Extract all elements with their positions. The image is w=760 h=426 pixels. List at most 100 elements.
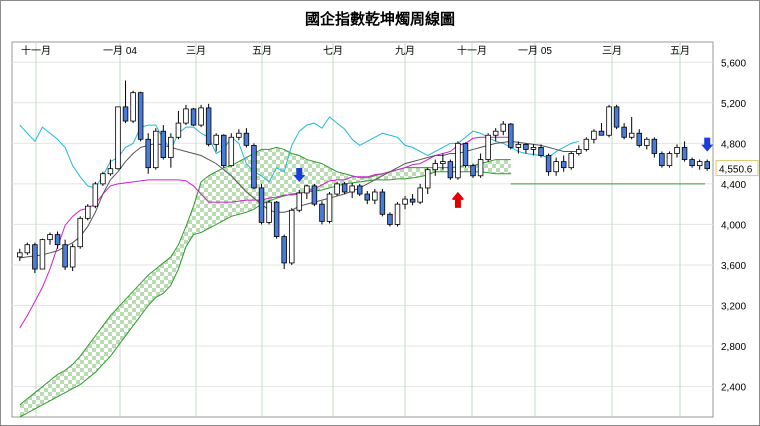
candle-body [107,168,114,175]
candle-body [183,108,189,124]
candle [417,183,423,205]
candle-body [304,185,310,194]
x-tick-label: 十一月 [457,44,487,57]
candle [598,123,605,136]
candle [153,128,159,170]
candle [621,123,627,140]
candle [455,141,461,180]
y-tick-label: 3,600 [721,261,746,272]
candle [205,103,212,147]
candle-body [160,130,167,158]
candle-body [205,107,212,145]
candle-body [568,153,574,169]
candle [560,155,567,172]
candle-body [409,198,416,203]
candle [538,144,544,158]
candle [198,104,204,128]
y-tick-label: 5,200 [721,99,746,110]
candle-body [39,239,46,270]
candle-body [221,134,227,167]
candle-body [417,187,423,203]
candle [379,188,386,217]
candle [356,183,363,197]
y-tick-label: 4,800 [721,139,746,150]
candle [349,182,355,199]
candle [440,153,446,170]
candle [107,159,114,176]
candle [530,144,537,156]
candle [500,121,506,136]
candle [583,137,590,152]
candle [591,129,597,144]
candle [681,141,688,162]
candle [24,242,31,255]
candle-body [659,153,665,167]
candle [288,208,295,265]
candle-body [236,132,242,138]
candle-body [598,130,605,136]
candle-body [636,132,642,146]
candle [304,184,310,200]
candle [266,200,272,225]
candle [236,129,242,141]
candle-body [689,159,695,167]
candle-body [424,169,431,189]
y-tick-label: 2,400 [721,383,746,394]
candle [32,242,38,274]
candle [160,125,167,160]
candle-body [447,161,454,179]
candle [145,133,151,174]
candle [54,231,61,249]
candle-body [130,92,136,122]
candle-body [258,187,265,223]
down-arrow [701,137,714,152]
candle-body [372,191,378,201]
candle-body [92,183,99,207]
candle-body [296,192,303,211]
candle-body [17,252,23,258]
candle-body [402,198,408,205]
candle [644,137,650,150]
candle [281,234,287,270]
candle-body [621,126,627,138]
magenta-line [19,136,511,329]
candle-body [545,155,552,173]
candle-body [137,92,144,140]
candle [704,159,710,171]
candle-body [100,173,106,185]
candle-body [32,244,38,270]
candle [402,196,408,210]
candle [576,145,582,156]
candle-body [24,244,31,254]
candle [485,133,491,162]
last-value-box [715,160,759,177]
x-tick-label: 五月 [252,45,272,57]
candle-body [432,163,439,171]
candle [613,104,620,130]
candle [92,181,99,209]
candle-body [470,165,476,177]
candle [130,90,136,124]
candle-body [341,183,348,193]
candle [213,133,219,152]
candle [462,142,469,168]
candle [432,159,439,176]
x-tick-label: 三月 [602,45,622,57]
candle [62,239,68,271]
candle-body [356,185,363,195]
candle [470,163,476,178]
candle [477,153,484,178]
candle-body [62,244,68,268]
candle-body [145,138,151,169]
up-arrow [451,192,464,200]
candle-body [379,191,386,215]
candle-body [674,147,680,154]
x-tick-label: 十一月 [21,44,51,57]
candle [39,238,46,270]
candle [17,248,23,261]
candle [689,157,695,168]
candle-body [319,203,325,222]
candle-body [530,147,537,150]
candle-body [213,134,219,145]
